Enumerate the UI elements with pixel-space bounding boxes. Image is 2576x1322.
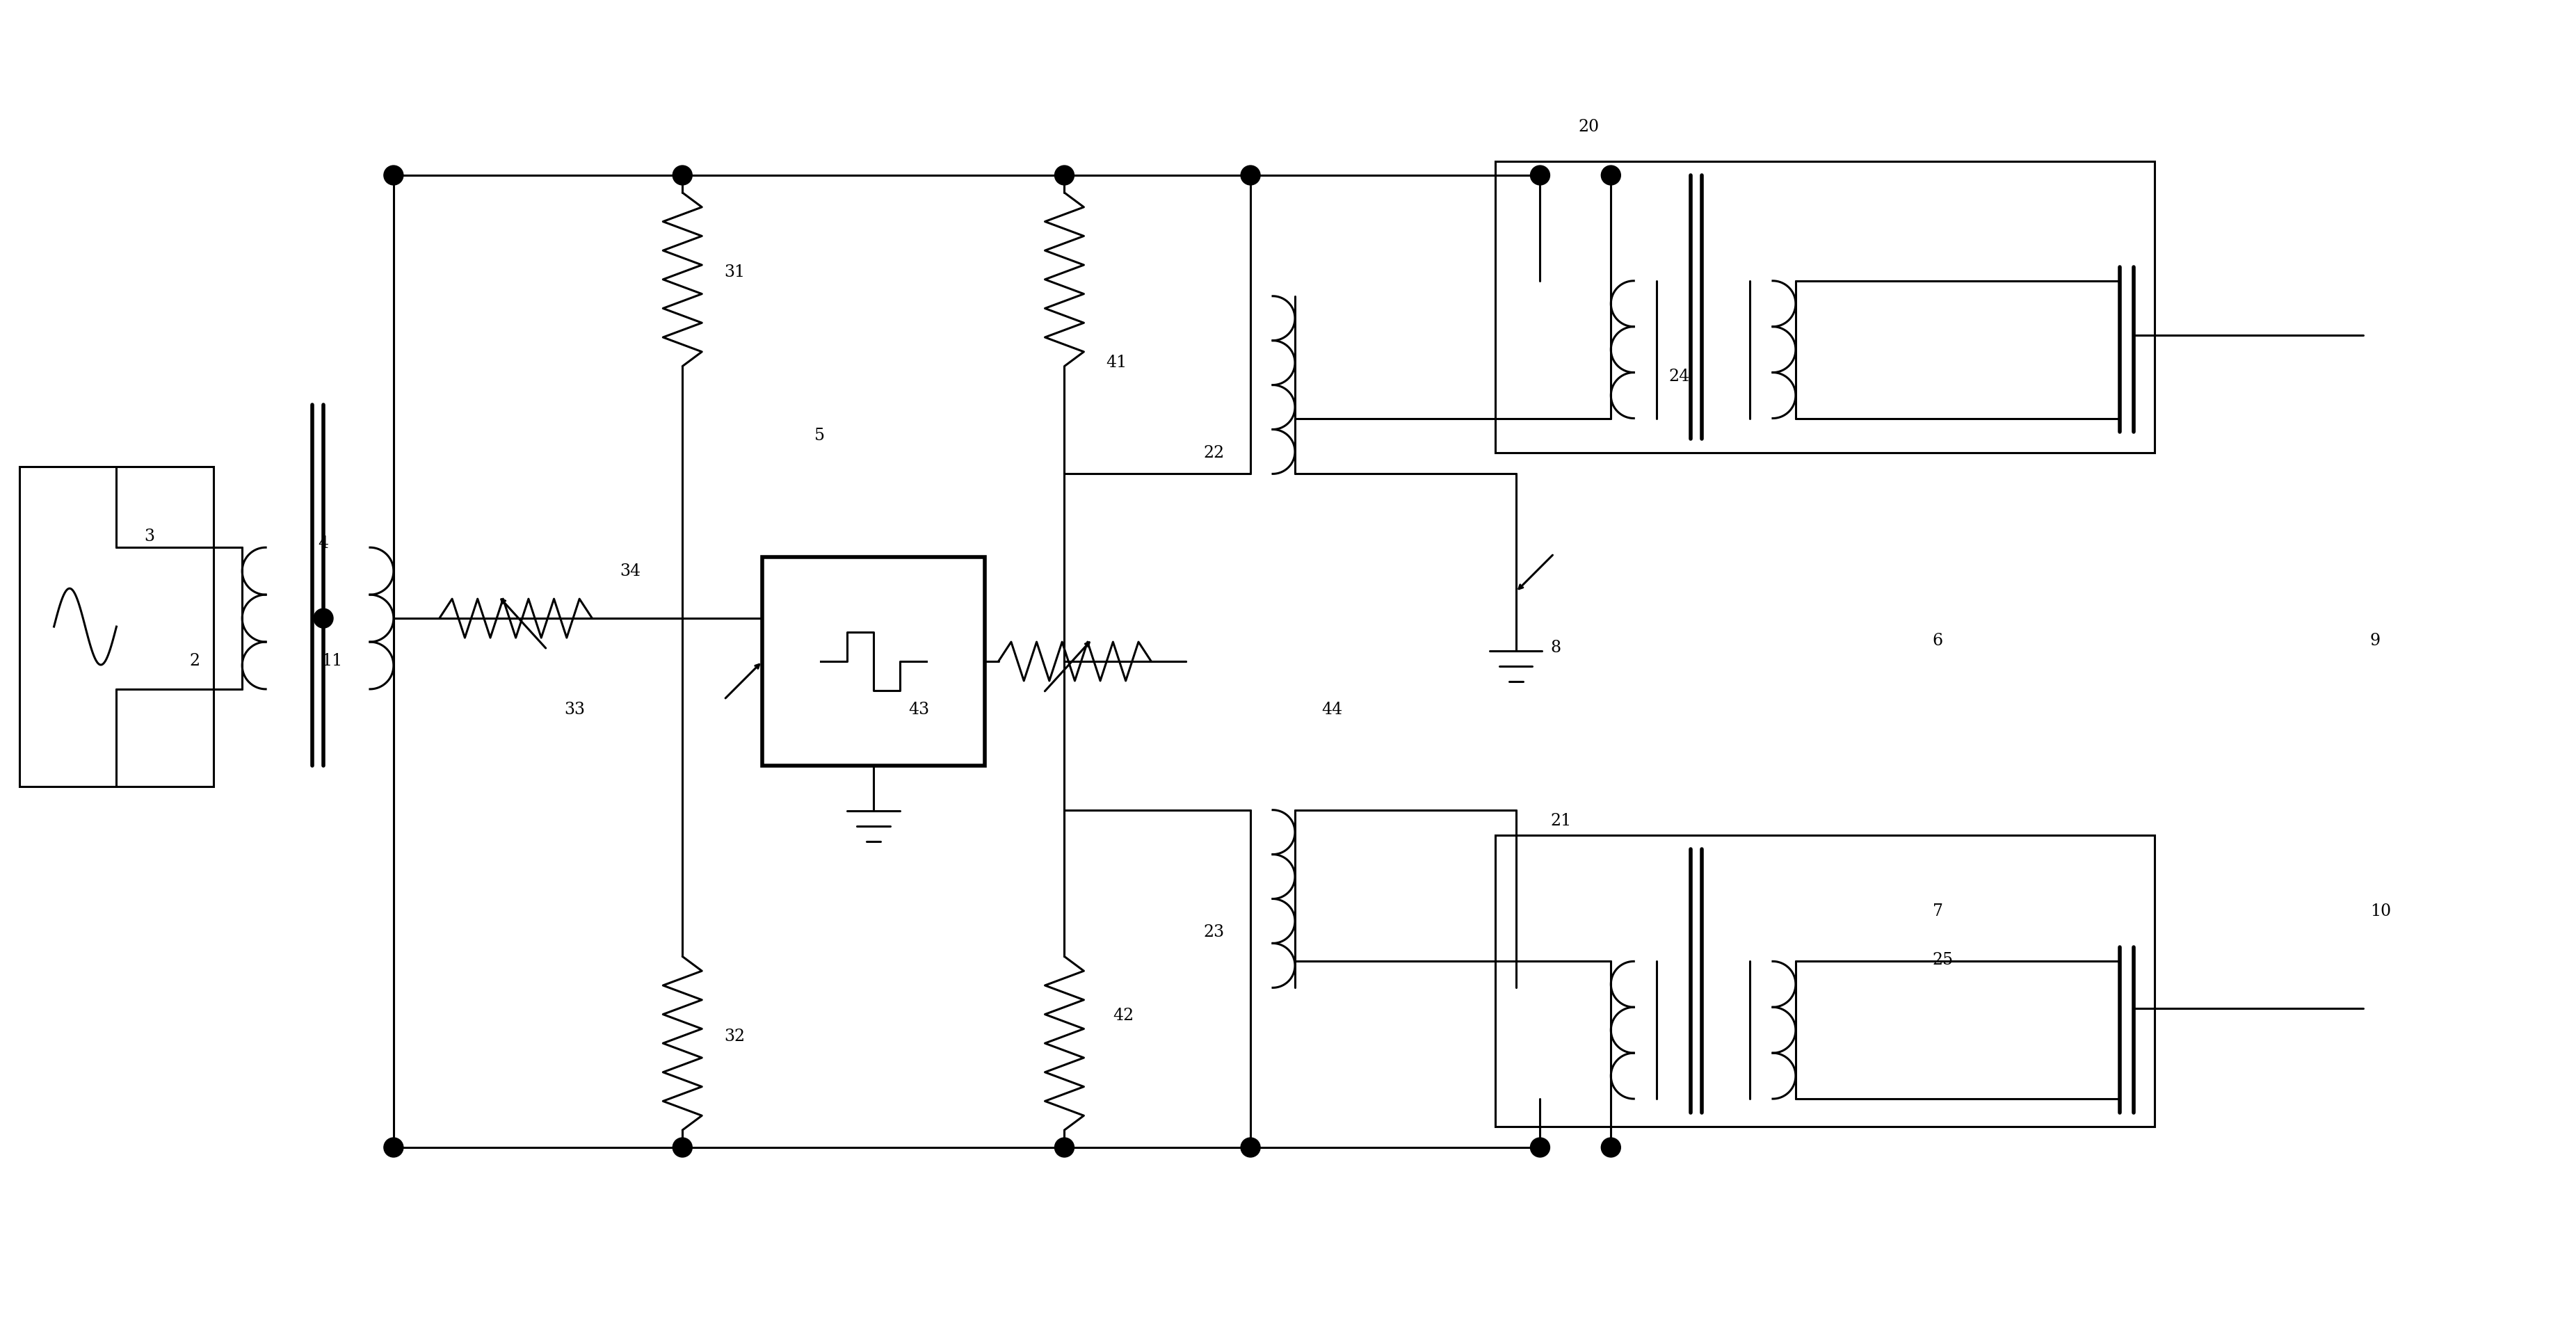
Text: 42: 42 (1113, 1007, 1133, 1023)
Text: 34: 34 (621, 563, 641, 579)
Text: 31: 31 (724, 264, 744, 280)
Text: 41: 41 (1105, 354, 1128, 370)
Circle shape (1054, 165, 1074, 185)
Text: 22: 22 (1203, 446, 1224, 461)
Text: 3: 3 (144, 529, 155, 545)
Circle shape (672, 165, 693, 185)
Circle shape (1530, 165, 1551, 185)
Circle shape (672, 1138, 693, 1157)
Text: 7: 7 (1932, 903, 1942, 919)
Text: 20: 20 (1579, 119, 1600, 135)
Text: 25: 25 (1932, 952, 1953, 968)
Text: 43: 43 (909, 702, 930, 718)
Text: 32: 32 (724, 1029, 744, 1044)
Text: 8: 8 (1551, 640, 1561, 656)
Text: 33: 33 (564, 702, 585, 718)
Circle shape (1602, 1138, 1620, 1157)
Circle shape (1242, 165, 1260, 185)
Circle shape (384, 165, 404, 185)
Circle shape (314, 608, 332, 628)
Text: 4: 4 (317, 535, 327, 551)
Circle shape (1242, 1138, 1260, 1157)
Text: 24: 24 (1669, 369, 1690, 385)
Text: 6: 6 (1932, 632, 1942, 649)
Circle shape (1054, 1138, 1074, 1157)
Bar (1494, 161, 2154, 453)
Text: 2: 2 (191, 653, 201, 669)
Circle shape (1602, 165, 1620, 185)
Text: 9: 9 (2370, 632, 2380, 649)
Text: 5: 5 (814, 428, 824, 444)
Circle shape (384, 1138, 404, 1157)
Bar (762, 557, 984, 765)
Text: 23: 23 (1203, 924, 1224, 940)
Circle shape (1530, 1138, 1551, 1157)
Text: 11: 11 (322, 653, 343, 669)
Text: 10: 10 (2370, 903, 2391, 919)
Text: 21: 21 (1551, 813, 1571, 829)
Bar (18, 467, 214, 787)
Text: 44: 44 (1321, 702, 1342, 718)
Bar (1494, 836, 2154, 1126)
